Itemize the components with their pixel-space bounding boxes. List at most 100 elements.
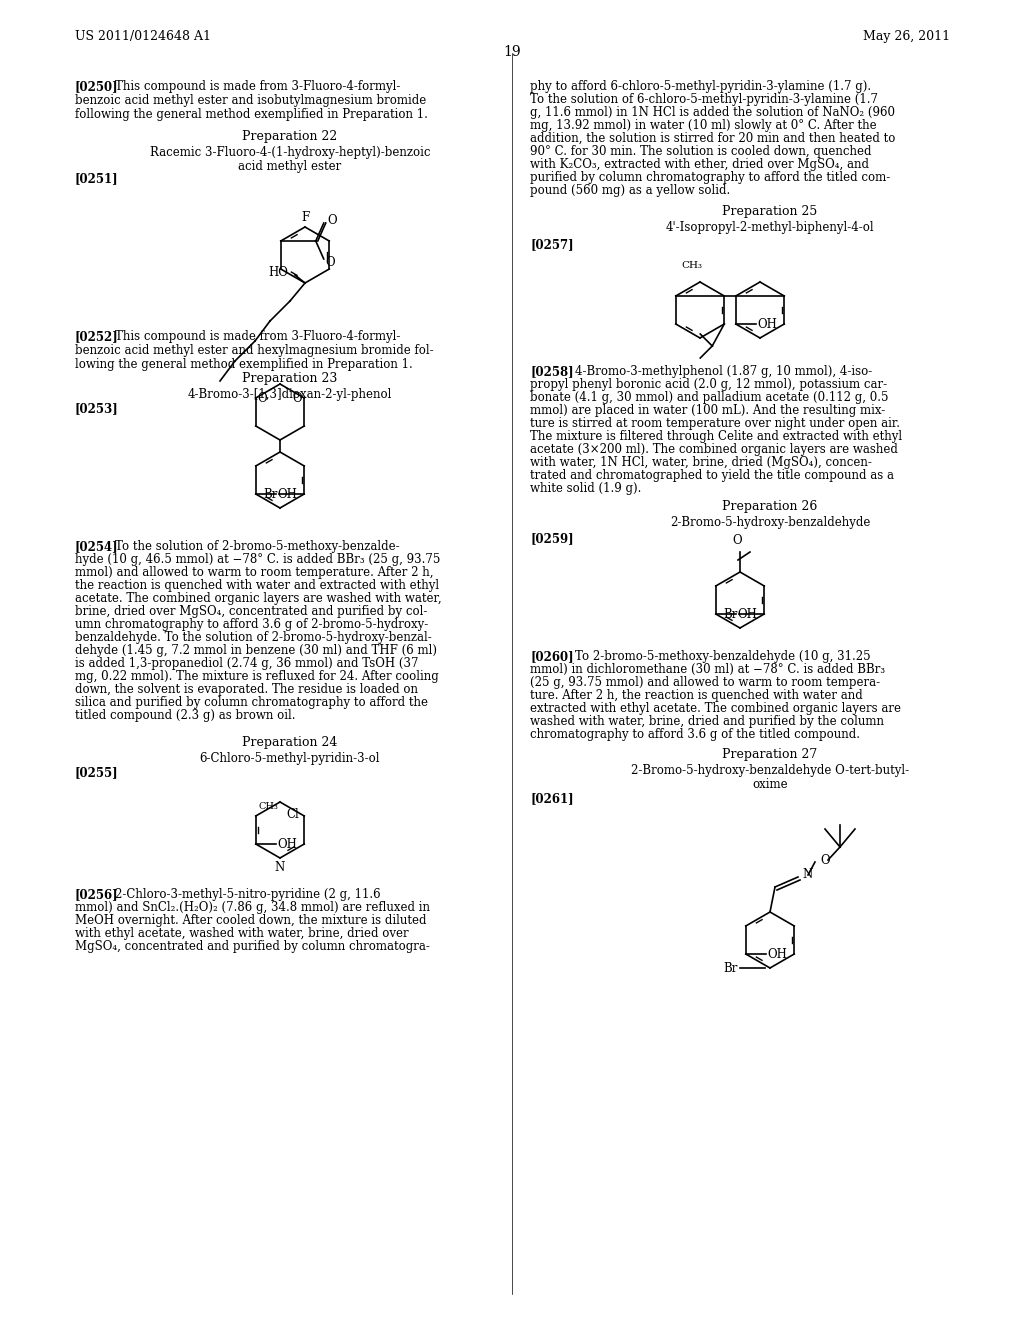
Text: N: N bbox=[274, 861, 285, 874]
Text: following the general method exemplified in Preparation 1.: following the general method exemplified… bbox=[75, 108, 428, 121]
Text: May 26, 2011: May 26, 2011 bbox=[863, 30, 950, 44]
Text: OH: OH bbox=[737, 607, 758, 620]
Text: down, the solvent is evaporated. The residue is loaded on: down, the solvent is evaporated. The res… bbox=[75, 682, 418, 696]
Text: HO: HO bbox=[268, 267, 288, 280]
Text: Preparation 25: Preparation 25 bbox=[722, 205, 817, 218]
Text: lowing the general method exemplified in Preparation 1.: lowing the general method exemplified in… bbox=[75, 358, 413, 371]
Text: Preparation 26: Preparation 26 bbox=[722, 500, 818, 513]
Text: OH: OH bbox=[768, 948, 787, 961]
Text: [0261]: [0261] bbox=[530, 792, 573, 805]
Text: CH₃: CH₃ bbox=[259, 803, 279, 810]
Text: [0256]: [0256] bbox=[75, 888, 119, 902]
Text: 2-Bromo-5-hydroxy-benzaldehyde: 2-Bromo-5-hydroxy-benzaldehyde bbox=[670, 516, 870, 529]
Text: propyl phenyl boronic acid (2.0 g, 12 mmol), potassium car-: propyl phenyl boronic acid (2.0 g, 12 mm… bbox=[530, 378, 887, 391]
Text: [0253]: [0253] bbox=[75, 403, 119, 414]
Text: O: O bbox=[326, 256, 336, 269]
Text: [0251]: [0251] bbox=[75, 172, 119, 185]
Text: phy to afford 6-chloro-5-methyl-pyridin-3-ylamine (1.7 g).: phy to afford 6-chloro-5-methyl-pyridin-… bbox=[530, 81, 871, 92]
Text: 4'-Isopropyl-2-methyl-biphenyl-4-ol: 4'-Isopropyl-2-methyl-biphenyl-4-ol bbox=[666, 220, 874, 234]
Text: Br: Br bbox=[263, 487, 278, 500]
Text: 6-Chloro-5-methyl-pyridin-3-ol: 6-Chloro-5-methyl-pyridin-3-ol bbox=[200, 752, 380, 766]
Text: 2-Chloro-3-methyl-5-nitro-pyridine (2 g, 11.6: 2-Chloro-3-methyl-5-nitro-pyridine (2 g,… bbox=[115, 888, 381, 902]
Text: mmol) in dichloromethane (30 ml) at −78° C. is added BBr₃: mmol) in dichloromethane (30 ml) at −78°… bbox=[530, 663, 885, 676]
Text: O: O bbox=[293, 392, 302, 404]
Text: Preparation 23: Preparation 23 bbox=[243, 372, 338, 385]
Text: This compound is made from 3-Fluoro-4-formyl-: This compound is made from 3-Fluoro-4-fo… bbox=[115, 330, 400, 343]
Text: 90° C. for 30 min. The solution is cooled down, quenched: 90° C. for 30 min. The solution is coole… bbox=[530, 145, 871, 158]
Text: umn chromatography to afford 3.6 g of 2-bromo-5-hydroxy-: umn chromatography to afford 3.6 g of 2-… bbox=[75, 618, 428, 631]
Text: silica and purified by column chromatography to afford the: silica and purified by column chromatogr… bbox=[75, 696, 428, 709]
Text: Cl: Cl bbox=[287, 808, 299, 821]
Text: g, 11.6 mmol) in 1N HCl is added the solution of NaNO₂ (960: g, 11.6 mmol) in 1N HCl is added the sol… bbox=[530, 106, 895, 119]
Text: benzaldehyde. To the solution of 2-bromo-5-hydroxy-benzal-: benzaldehyde. To the solution of 2-bromo… bbox=[75, 631, 432, 644]
Text: To the solution of 2-bromo-5-methoxy-benzalde-: To the solution of 2-bromo-5-methoxy-ben… bbox=[115, 540, 399, 553]
Text: O: O bbox=[328, 214, 337, 227]
Text: pound (560 mg) as a yellow solid.: pound (560 mg) as a yellow solid. bbox=[530, 183, 730, 197]
Text: To 2-bromo-5-methoxy-benzaldehyde (10 g, 31.25: To 2-bromo-5-methoxy-benzaldehyde (10 g,… bbox=[575, 649, 870, 663]
Text: ture. After 2 h, the reaction is quenched with water and: ture. After 2 h, the reaction is quenche… bbox=[530, 689, 863, 702]
Text: Br: Br bbox=[724, 961, 738, 974]
Text: CH₃: CH₃ bbox=[682, 261, 702, 271]
Text: This compound is made from 3-Fluoro-4-formyl-: This compound is made from 3-Fluoro-4-fo… bbox=[115, 81, 400, 92]
Text: O: O bbox=[820, 854, 829, 866]
Text: [0260]: [0260] bbox=[530, 649, 573, 663]
Text: Preparation 24: Preparation 24 bbox=[243, 737, 338, 748]
Text: washed with water, brine, dried and purified by the column: washed with water, brine, dried and puri… bbox=[530, 715, 884, 729]
Text: Br: Br bbox=[723, 607, 737, 620]
Text: [0252]: [0252] bbox=[75, 330, 119, 343]
Text: 4-Bromo-3-[1,3]dioxan-2-yl-phenol: 4-Bromo-3-[1,3]dioxan-2-yl-phenol bbox=[187, 388, 392, 401]
Text: benzoic acid methyl ester and isobutylmagnesium bromide: benzoic acid methyl ester and isobutylma… bbox=[75, 94, 426, 107]
Text: (25 g, 93.75 mmol) and allowed to warm to room tempera-: (25 g, 93.75 mmol) and allowed to warm t… bbox=[530, 676, 880, 689]
Text: hyde (10 g, 46.5 mmol) at −78° C. is added BBr₃ (25 g, 93.75: hyde (10 g, 46.5 mmol) at −78° C. is add… bbox=[75, 553, 440, 566]
Text: acetate (3×200 ml). The combined organic layers are washed: acetate (3×200 ml). The combined organic… bbox=[530, 444, 898, 455]
Text: [0254]: [0254] bbox=[75, 540, 119, 553]
Text: [0257]: [0257] bbox=[530, 238, 573, 251]
Text: acetate. The combined organic layers are washed with water,: acetate. The combined organic layers are… bbox=[75, 591, 441, 605]
Text: dehyde (1.45 g, 7.2 mmol in benzene (30 ml) and THF (6 ml): dehyde (1.45 g, 7.2 mmol in benzene (30 … bbox=[75, 644, 437, 657]
Text: trated and chromatographed to yield the title compound as a: trated and chromatographed to yield the … bbox=[530, 469, 894, 482]
Text: F: F bbox=[301, 211, 309, 224]
Text: benzoic acid methyl ester and hexylmagnesium bromide fol-: benzoic acid methyl ester and hexylmagne… bbox=[75, 345, 433, 356]
Text: purified by column chromatography to afford the titled com-: purified by column chromatography to aff… bbox=[530, 172, 890, 183]
Text: To the solution of 6-chloro-5-methyl-pyridin-3-ylamine (1.7: To the solution of 6-chloro-5-methyl-pyr… bbox=[530, 92, 878, 106]
Text: brine, dried over MgSO₄, concentrated and purified by col-: brine, dried over MgSO₄, concentrated an… bbox=[75, 605, 427, 618]
Text: mmol) and SnCl₂.(H₂O)₂ (7.86 g, 34.8 mmol) are refluxed in: mmol) and SnCl₂.(H₂O)₂ (7.86 g, 34.8 mmo… bbox=[75, 902, 430, 913]
Text: the reaction is quenched with water and extracted with ethyl: the reaction is quenched with water and … bbox=[75, 579, 439, 591]
Text: N: N bbox=[802, 869, 812, 882]
Text: O: O bbox=[732, 535, 741, 546]
Text: OH: OH bbox=[278, 487, 298, 500]
Text: The mixture is filtered through Celite and extracted with ethyl: The mixture is filtered through Celite a… bbox=[530, 430, 902, 444]
Text: bonate (4.1 g, 30 mmol) and palladium acetate (0.112 g, 0.5: bonate (4.1 g, 30 mmol) and palladium ac… bbox=[530, 391, 889, 404]
Text: O: O bbox=[258, 392, 267, 404]
Text: titled compound (2.3 g) as brown oil.: titled compound (2.3 g) as brown oil. bbox=[75, 709, 296, 722]
Text: extracted with ethyl acetate. The combined organic layers are: extracted with ethyl acetate. The combin… bbox=[530, 702, 901, 715]
Text: mmol) are placed in water (100 mL). And the resulting mix-: mmol) are placed in water (100 mL). And … bbox=[530, 404, 886, 417]
Text: mg, 0.22 mmol). The mixture is refluxed for 24. After cooling: mg, 0.22 mmol). The mixture is refluxed … bbox=[75, 671, 438, 682]
Text: OH: OH bbox=[278, 837, 298, 850]
Text: 4-Bromo-3-methylphenol (1.87 g, 10 mmol), 4-iso-: 4-Bromo-3-methylphenol (1.87 g, 10 mmol)… bbox=[575, 366, 872, 378]
Text: [0250]: [0250] bbox=[75, 81, 119, 92]
Text: with K₂CO₃, extracted with ether, dried over MgSO₄, and: with K₂CO₃, extracted with ether, dried … bbox=[530, 158, 869, 172]
Text: with water, 1N HCl, water, brine, dried (MgSO₄), concen-: with water, 1N HCl, water, brine, dried … bbox=[530, 455, 871, 469]
Text: oxime: oxime bbox=[753, 777, 787, 791]
Text: acid methyl ester: acid methyl ester bbox=[239, 160, 342, 173]
Text: [0255]: [0255] bbox=[75, 766, 119, 779]
Text: 19: 19 bbox=[503, 45, 521, 59]
Text: MgSO₄, concentrated and purified by column chromatogra-: MgSO₄, concentrated and purified by colu… bbox=[75, 940, 430, 953]
Text: chromatography to afford 3.6 g of the titled compound.: chromatography to afford 3.6 g of the ti… bbox=[530, 729, 860, 741]
Text: with ethyl acetate, washed with water, brine, dried over: with ethyl acetate, washed with water, b… bbox=[75, 927, 409, 940]
Text: [0258]: [0258] bbox=[530, 366, 573, 378]
Text: white solid (1.9 g).: white solid (1.9 g). bbox=[530, 482, 641, 495]
Text: Preparation 22: Preparation 22 bbox=[243, 129, 338, 143]
Text: ture is stirred at room temperature over night under open air.: ture is stirred at room temperature over… bbox=[530, 417, 900, 430]
Text: mmol) and allowed to warm to room temperature. After 2 h,: mmol) and allowed to warm to room temper… bbox=[75, 566, 433, 579]
Text: US 2011/0124648 A1: US 2011/0124648 A1 bbox=[75, 30, 211, 44]
Text: MeOH overnight. After cooled down, the mixture is diluted: MeOH overnight. After cooled down, the m… bbox=[75, 913, 427, 927]
Text: OH: OH bbox=[758, 318, 777, 330]
Text: mg, 13.92 mmol) in water (10 ml) slowly at 0° C. After the: mg, 13.92 mmol) in water (10 ml) slowly … bbox=[530, 119, 877, 132]
Text: addition, the solution is stirred for 20 min and then heated to: addition, the solution is stirred for 20… bbox=[530, 132, 895, 145]
Text: 2-Bromo-5-hydroxy-benzaldehyde O-tert-butyl-: 2-Bromo-5-hydroxy-benzaldehyde O-tert-bu… bbox=[631, 764, 909, 777]
Text: [0259]: [0259] bbox=[530, 532, 573, 545]
Text: Racemic 3-Fluoro-4-(1-hydroxy-heptyl)-benzoic: Racemic 3-Fluoro-4-(1-hydroxy-heptyl)-be… bbox=[150, 147, 430, 158]
Text: Preparation 27: Preparation 27 bbox=[722, 748, 817, 762]
